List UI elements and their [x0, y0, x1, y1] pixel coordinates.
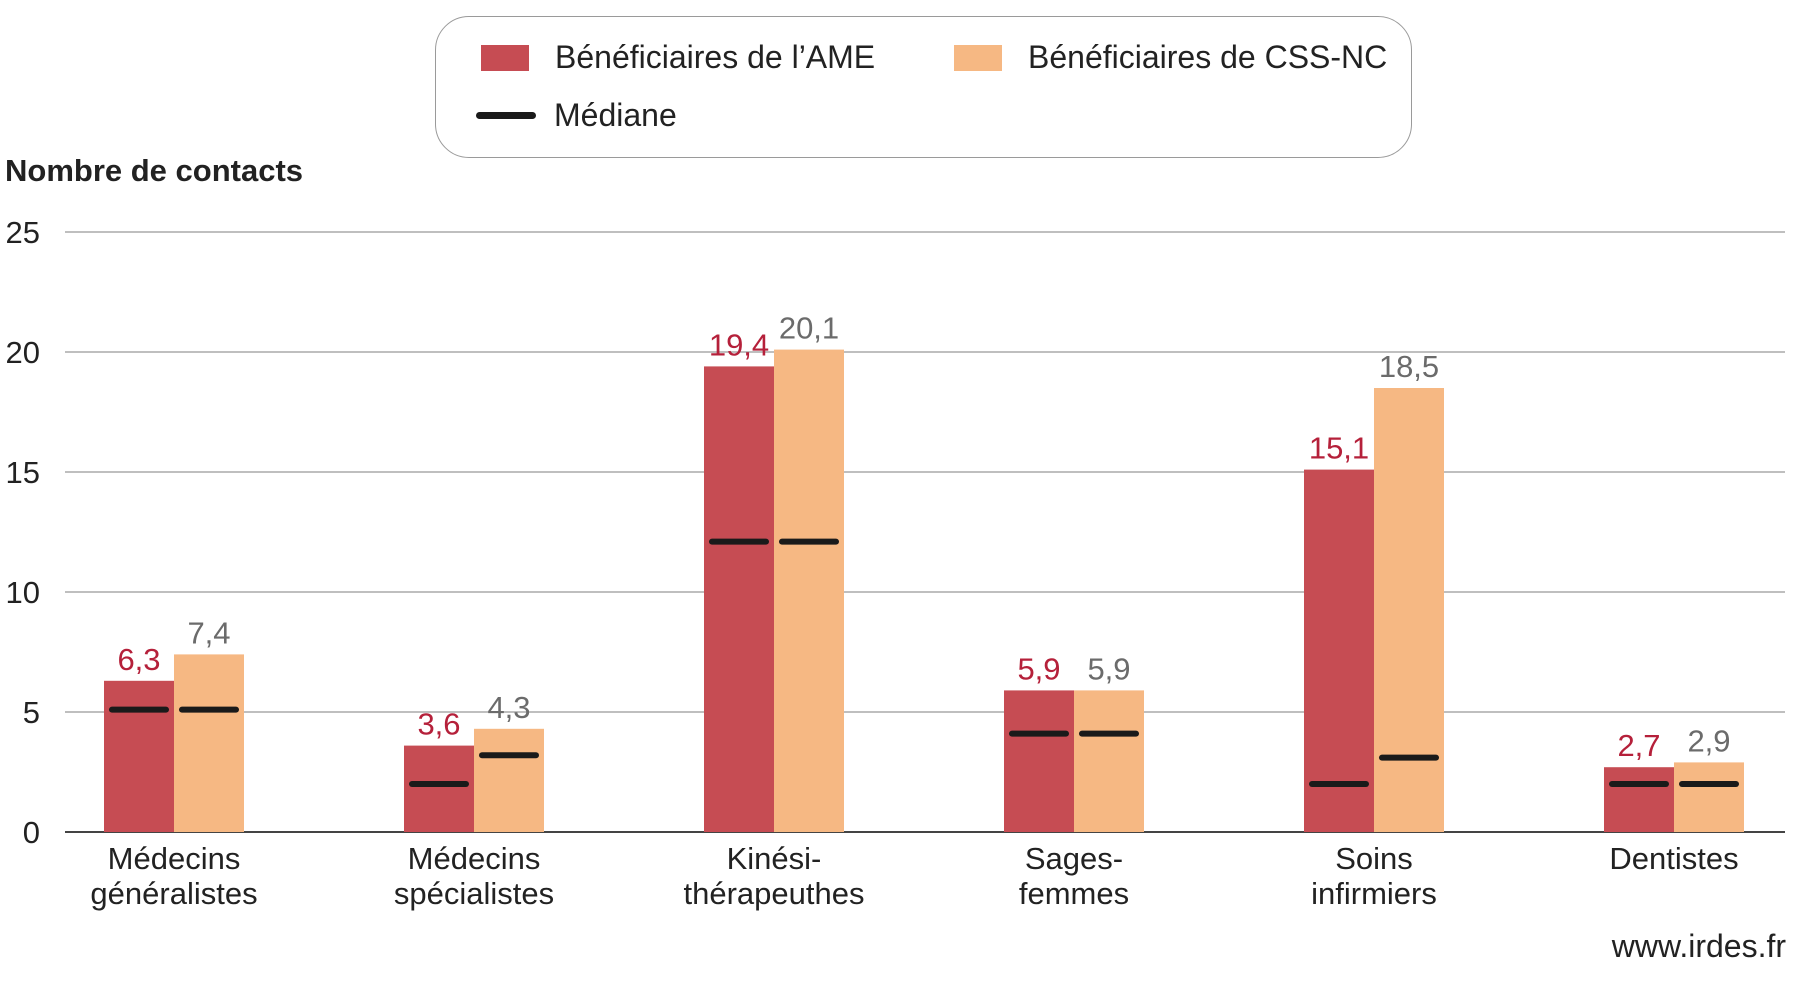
bar-cssnc-2 [774, 349, 844, 832]
data-label-ame-5: 2,7 [1617, 728, 1660, 763]
legend-label-ame: Bénéficiaires de l’AME [555, 39, 876, 75]
data-label-ame-4: 15,1 [1309, 431, 1369, 466]
category-label-4-1: infirmiers [1311, 876, 1437, 911]
y-tick-label-25: 25 [6, 215, 40, 250]
data-label-cssnc-5: 2,9 [1687, 723, 1730, 758]
data-label-cssnc-1: 4,3 [487, 690, 530, 725]
bar-cssnc-4 [1374, 388, 1444, 832]
y-axis-label: Nombre de contacts [5, 153, 304, 188]
bar-cssnc-5 [1674, 762, 1744, 832]
bar-ame-3 [1004, 690, 1074, 832]
bar-cssnc-1 [474, 728, 544, 832]
legend-swatch-ame [481, 44, 529, 71]
y-tick-label-15: 15 [6, 455, 40, 490]
legend-item-median: Médiane [476, 97, 677, 134]
y-tick-label-10: 10 [6, 575, 40, 610]
bar-ame-4 [1304, 469, 1374, 832]
data-label-cssnc-0: 7,4 [187, 615, 230, 650]
legend-swatch-cssnc [954, 44, 1002, 71]
category-label-0-1: généralistes [90, 876, 257, 911]
category-label-1-1: spécialistes [394, 876, 554, 911]
category-label-2-0: Kinési- [727, 841, 822, 876]
legend-label-cssnc: Bénéficiaires de CSS-NC [1028, 39, 1388, 75]
bar-ame-1 [404, 745, 474, 832]
category-label-1-0: Médecins [408, 841, 541, 876]
data-label-cssnc-2: 20,1 [779, 311, 839, 346]
legend-label-median: Médiane [554, 97, 677, 133]
data-label-ame-2: 19,4 [709, 327, 769, 362]
bar-cssnc-0 [174, 654, 244, 832]
category-label-5-0: Dentistes [1609, 841, 1738, 876]
y-tick-label-20: 20 [6, 335, 40, 370]
y-tick-label-0: 0 [23, 815, 40, 850]
legend: Bénéficiaires de l’AME Bénéficiaires de … [435, 16, 1412, 158]
legend-item-ame: Bénéficiaires de l’AME [481, 39, 875, 76]
legend-median-line [476, 112, 536, 119]
data-label-ame-0: 6,3 [117, 642, 160, 677]
category-label-3-0: Sages- [1025, 841, 1123, 876]
category-label-2-1: thérapeuthes [684, 876, 865, 911]
category-label-0-0: Médecins [108, 841, 241, 876]
category-label-4-0: Soins [1335, 841, 1413, 876]
bar-ame-0 [104, 680, 174, 832]
data-label-ame-3: 5,9 [1017, 651, 1060, 686]
source-credit: www.irdes.fr [1611, 928, 1786, 964]
data-label-cssnc-4: 18,5 [1379, 349, 1439, 384]
y-tick-label-5: 5 [23, 695, 40, 730]
bar-cssnc-3 [1074, 690, 1144, 832]
category-label-3-1: femmes [1019, 876, 1129, 911]
legend-item-cssnc: Bénéficiaires de CSS-NC [954, 39, 1387, 76]
data-label-ame-1: 3,6 [417, 707, 460, 742]
bar-ame-2 [704, 366, 774, 832]
data-label-cssnc-3: 5,9 [1087, 651, 1130, 686]
bar-ame-5 [1604, 767, 1674, 832]
